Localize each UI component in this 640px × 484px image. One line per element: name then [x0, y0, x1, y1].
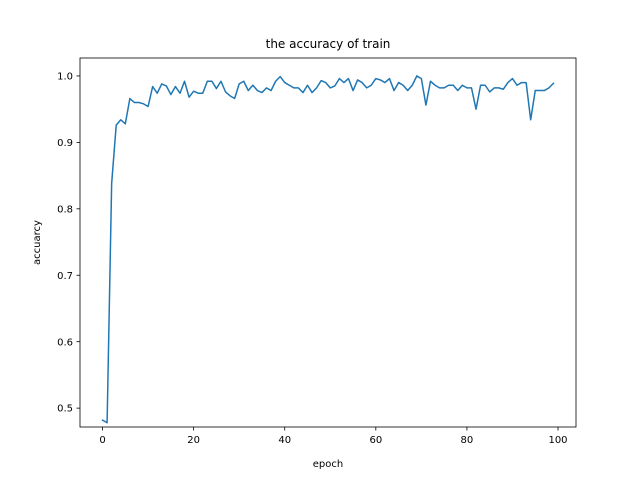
y-tick-label: 0.6	[57, 337, 73, 348]
y-axis-label: accuarcy	[32, 220, 43, 265]
x-tick-label: 60	[369, 435, 382, 446]
plot-area	[80, 58, 576, 427]
y-tick-label: 0.7	[57, 271, 73, 282]
y-tick-label: 0.8	[57, 204, 73, 215]
x-tick-label: 80	[461, 435, 474, 446]
axes-layer	[79, 57, 577, 428]
x-tick-label: 20	[187, 435, 200, 446]
y-tick-label: 0.5	[57, 404, 73, 415]
chart-title: the accuracy of train	[266, 37, 391, 51]
ticks-layer: 0 20 40 60 80 100 0.5 0.6 0.7 0.8 0.9 1.0	[57, 72, 567, 446]
x-tick-label: 100	[548, 435, 567, 446]
line-layer	[101, 75, 555, 424]
y-tick-label: 1.0	[57, 72, 73, 83]
x-tick-label: 0	[99, 435, 105, 446]
y-tick-label: 0.9	[57, 138, 73, 149]
x-axis-label: epoch	[313, 459, 343, 470]
series-line-0	[101, 75, 555, 424]
axes-frame	[79, 57, 577, 428]
x-tick-label: 40	[278, 435, 291, 446]
